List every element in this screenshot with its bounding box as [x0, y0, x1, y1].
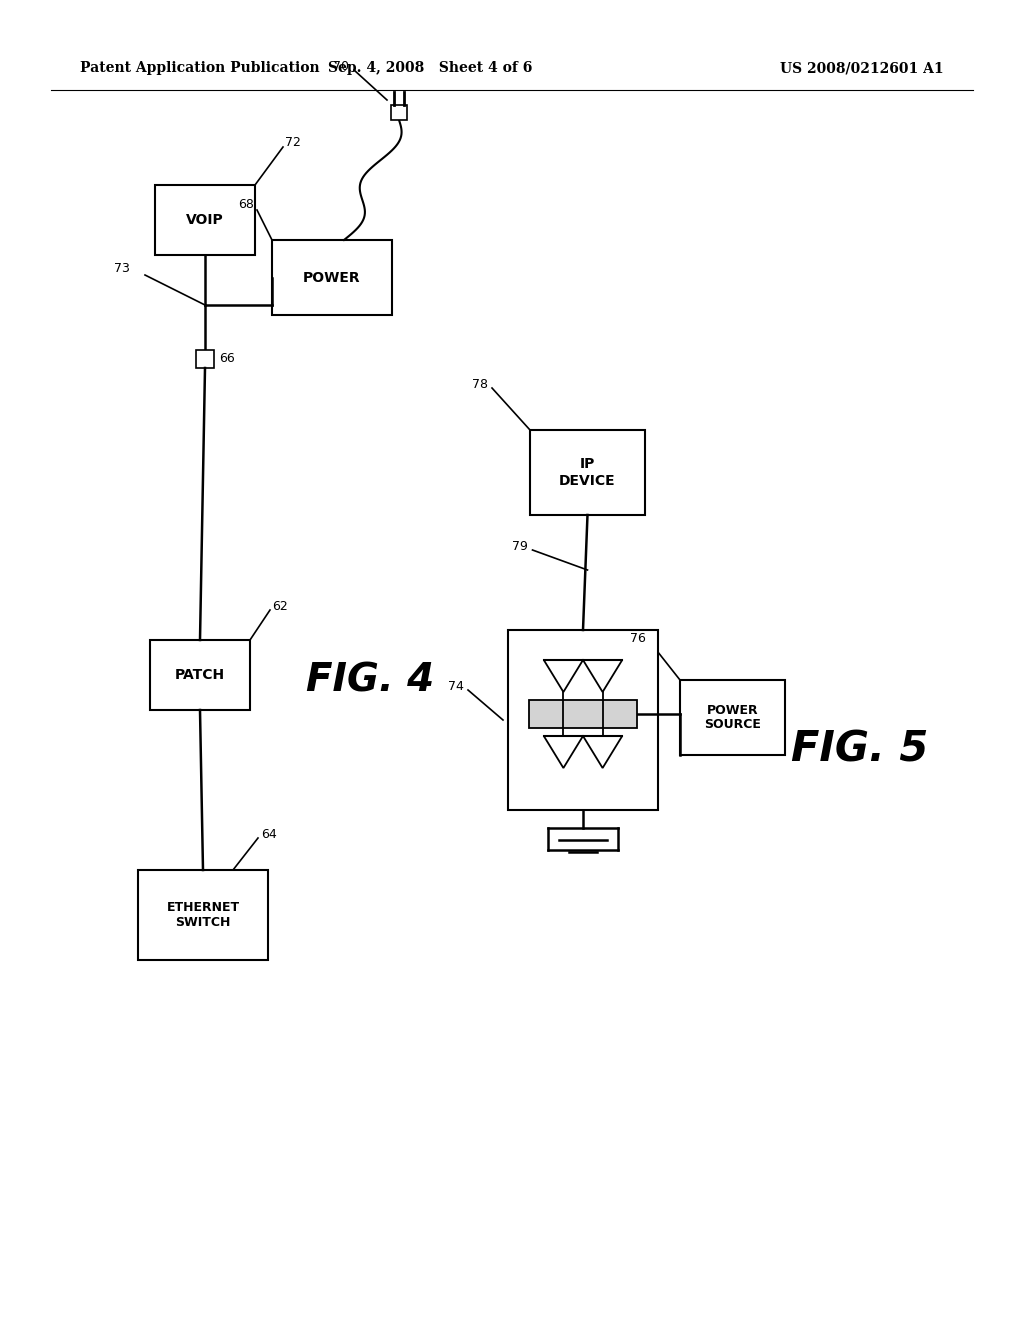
Text: FIG. 5: FIG. 5 — [792, 729, 929, 771]
Text: FIG. 4: FIG. 4 — [306, 661, 434, 700]
Text: Sep. 4, 2008   Sheet 4 of 6: Sep. 4, 2008 Sheet 4 of 6 — [328, 61, 532, 75]
Text: PATCH: PATCH — [175, 668, 225, 682]
Bar — [530, 430, 645, 515]
Polygon shape — [583, 660, 623, 692]
Text: VOIP: VOIP — [186, 213, 224, 227]
Polygon shape — [583, 737, 623, 768]
Bar — [680, 680, 785, 755]
Polygon shape — [544, 660, 583, 692]
Bar — [391, 106, 407, 120]
Text: ETHERNET
SWITCH: ETHERNET SWITCH — [167, 902, 240, 929]
Text: 79: 79 — [512, 540, 527, 553]
Bar — [508, 630, 658, 810]
Polygon shape — [544, 737, 583, 768]
Text: US 2008/0212601 A1: US 2008/0212601 A1 — [780, 61, 944, 75]
Text: 62: 62 — [272, 599, 288, 612]
Text: 68: 68 — [239, 198, 254, 210]
Text: IP
DEVICE: IP DEVICE — [559, 458, 615, 487]
Bar — [272, 240, 392, 315]
Text: POWER
SOURCE: POWER SOURCE — [705, 704, 761, 731]
Bar — [150, 640, 250, 710]
Text: 73: 73 — [114, 263, 130, 276]
Text: 74: 74 — [449, 680, 464, 693]
Text: 64: 64 — [261, 828, 276, 841]
Text: 72: 72 — [285, 136, 301, 149]
Text: POWER: POWER — [303, 271, 360, 285]
Text: 78: 78 — [472, 378, 488, 391]
Bar — [138, 870, 268, 960]
Text: 70: 70 — [333, 59, 349, 73]
Text: 66: 66 — [219, 352, 234, 366]
Bar — [196, 350, 214, 368]
Bar — [155, 185, 255, 255]
Text: Patent Application Publication: Patent Application Publication — [80, 61, 319, 75]
Text: 76: 76 — [630, 631, 646, 644]
Bar — [529, 700, 637, 729]
